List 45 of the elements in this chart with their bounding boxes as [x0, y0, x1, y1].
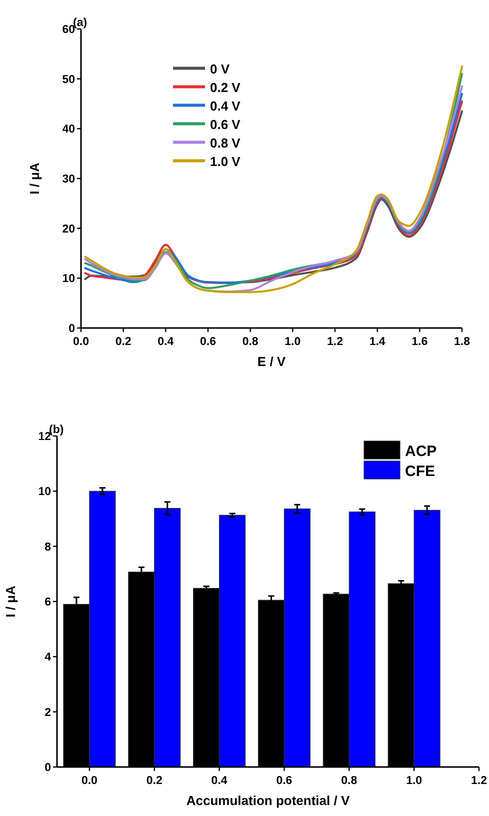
x-tick-label: 0.8	[242, 336, 259, 348]
y-tick-label: 10	[38, 486, 51, 498]
chart-title: (b)	[49, 424, 64, 436]
x-tick-label: 1.0	[406, 775, 422, 787]
y-tick-label: 40	[62, 124, 75, 136]
x-tick-label: 0.0	[81, 775, 98, 787]
y-tick-label: 6	[44, 596, 51, 608]
x-tick-label: 1.4	[369, 336, 386, 348]
x-tick-label: 0.4	[158, 336, 174, 348]
legend-label: ACP	[405, 443, 437, 460]
y-tick-label: 50	[62, 74, 75, 86]
legend-label: 1.0 V	[210, 154, 241, 169]
y-tick-label: 0	[68, 323, 75, 335]
y-tick-label: 60	[62, 24, 75, 36]
x-axis-title: E / V	[257, 354, 286, 369]
y-tick-label: 4	[44, 652, 52, 664]
y-tick-label: 10	[62, 273, 75, 286]
y-tick-label: 2	[44, 706, 51, 719]
legend-label: 0 V	[210, 61, 230, 76]
x-axis-title: Accumulation potential / V	[186, 793, 350, 808]
x-tick-label: 1.0	[284, 336, 301, 348]
y-axis-title: I / μA	[27, 162, 42, 194]
legend-label: CFE	[405, 463, 435, 480]
x-tick-label: 1.6	[412, 336, 428, 348]
x-tick-label: 1.2	[471, 775, 487, 787]
chart-title: (a)	[73, 17, 88, 29]
y-tick-label: 20	[62, 223, 75, 236]
x-tick-label: 0.8	[341, 775, 358, 787]
y-tick-label: 8	[44, 541, 52, 554]
x-tick-label: 1.2	[327, 336, 343, 348]
y-axis-title: I / μA	[3, 585, 18, 618]
y-tick-label: 30	[62, 174, 75, 186]
legend-label: 0.6 V	[210, 116, 241, 132]
legend-label: 0.4 V	[210, 98, 241, 114]
y-tick-label: 12	[38, 431, 51, 443]
x-tick-label: 0.6	[276, 775, 292, 787]
x-tick-label: 0.6	[200, 336, 216, 348]
y-tick-label: 0	[44, 762, 51, 774]
x-tick-label: 0.2	[115, 336, 132, 348]
x-tick-label: 0.2	[146, 775, 162, 787]
x-tick-label: 0.0	[73, 336, 89, 348]
x-tick-label: 1.8	[454, 336, 471, 348]
x-tick-label: 0.4	[211, 775, 228, 787]
legend-label: 0.2 V	[210, 80, 241, 95]
legend-label: 0.8 V	[210, 135, 241, 150]
